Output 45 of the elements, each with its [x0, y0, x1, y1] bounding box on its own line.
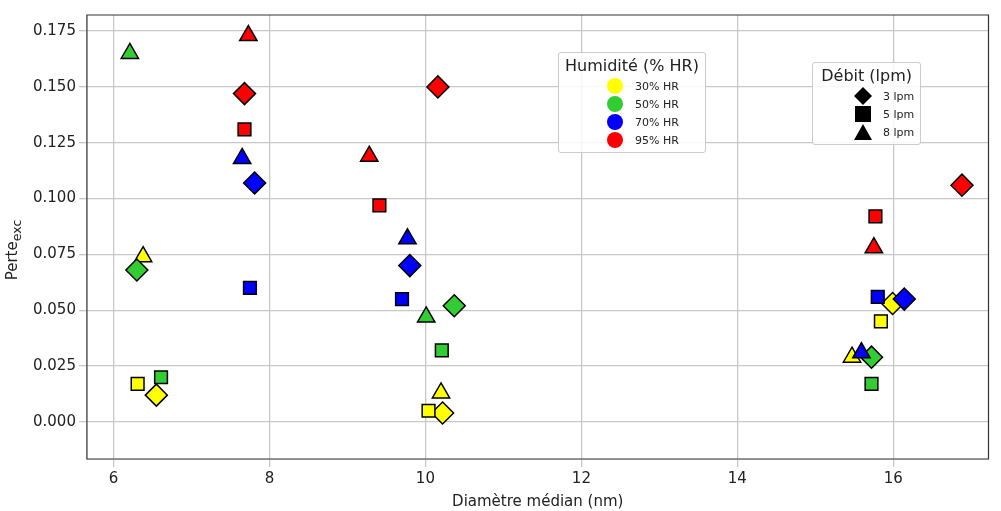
y-tick-label: 0.075: [32, 244, 76, 263]
legend-label: 8 lpm: [883, 125, 915, 139]
x-tick-label: 12: [571, 468, 591, 487]
legend-label: 3 lpm: [883, 89, 915, 103]
point: [237, 122, 252, 137]
y-tick-label: 0.025: [32, 355, 76, 374]
legend-label: 5 lpm: [883, 107, 915, 121]
point: [130, 376, 145, 392]
y-tick-label: 0.100: [32, 188, 76, 207]
legend-label: 50% HR: [635, 97, 679, 111]
y-tick-label: 0.150: [32, 76, 76, 95]
point: [398, 253, 422, 278]
x-axis-title: Diamètre médian (nm): [452, 491, 624, 510]
point: [950, 173, 974, 197]
legend-label: 70% HR: [635, 115, 679, 129]
y-tick-label: 0.050: [32, 300, 76, 319]
point: [873, 314, 888, 329]
legend-label: 30% HR: [635, 79, 679, 93]
x-tick-label: 6: [108, 468, 119, 487]
legend-label: 95% HR: [635, 133, 679, 147]
point: [153, 370, 169, 385]
point: [870, 289, 885, 304]
x-tick-label: 14: [727, 468, 747, 487]
point: [868, 209, 883, 224]
point: [242, 171, 267, 195]
text: Débit (lpm): [821, 66, 913, 85]
point: [372, 198, 387, 213]
point: [125, 258, 149, 282]
point: [421, 403, 436, 418]
x-tick-label: 16: [883, 468, 903, 487]
point: [426, 75, 450, 99]
point: [232, 81, 257, 106]
point: [864, 376, 879, 392]
x-tick-label: 10: [415, 468, 435, 487]
point: [892, 287, 917, 311]
point: [434, 343, 449, 358]
point: [144, 383, 169, 407]
text: Humidité (% HR): [565, 56, 699, 75]
point: [394, 291, 410, 307]
y-tick-label: 0.000: [32, 411, 76, 430]
point: [442, 294, 467, 318]
y-tick-label: 0.175: [32, 20, 76, 39]
x-tick-label: 8: [264, 468, 275, 487]
y-tick-label: 0.125: [32, 132, 76, 151]
point: [242, 280, 258, 296]
